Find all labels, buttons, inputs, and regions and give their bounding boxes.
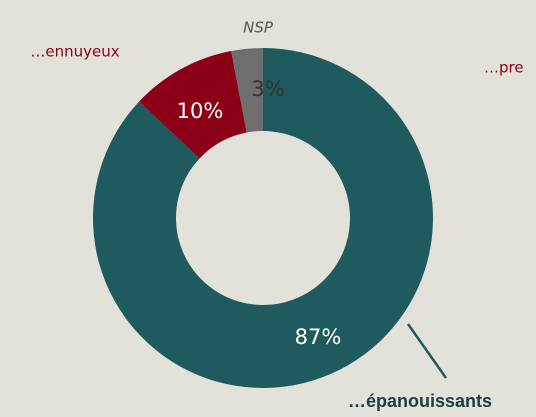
category-label: …épanouissants	[348, 391, 492, 411]
donut-segment	[139, 51, 247, 159]
annotation: …pre	[484, 59, 524, 77]
category-label: …ennuyeux	[30, 43, 119, 61]
category-label: NSP	[243, 19, 274, 37]
value-label: 10%	[177, 99, 224, 123]
value-label: 87%	[295, 325, 342, 349]
donut-segment	[231, 48, 263, 133]
leader-line	[406, 323, 448, 379]
value-label: 3%	[251, 77, 284, 101]
donut-segment	[92, 48, 434, 388]
